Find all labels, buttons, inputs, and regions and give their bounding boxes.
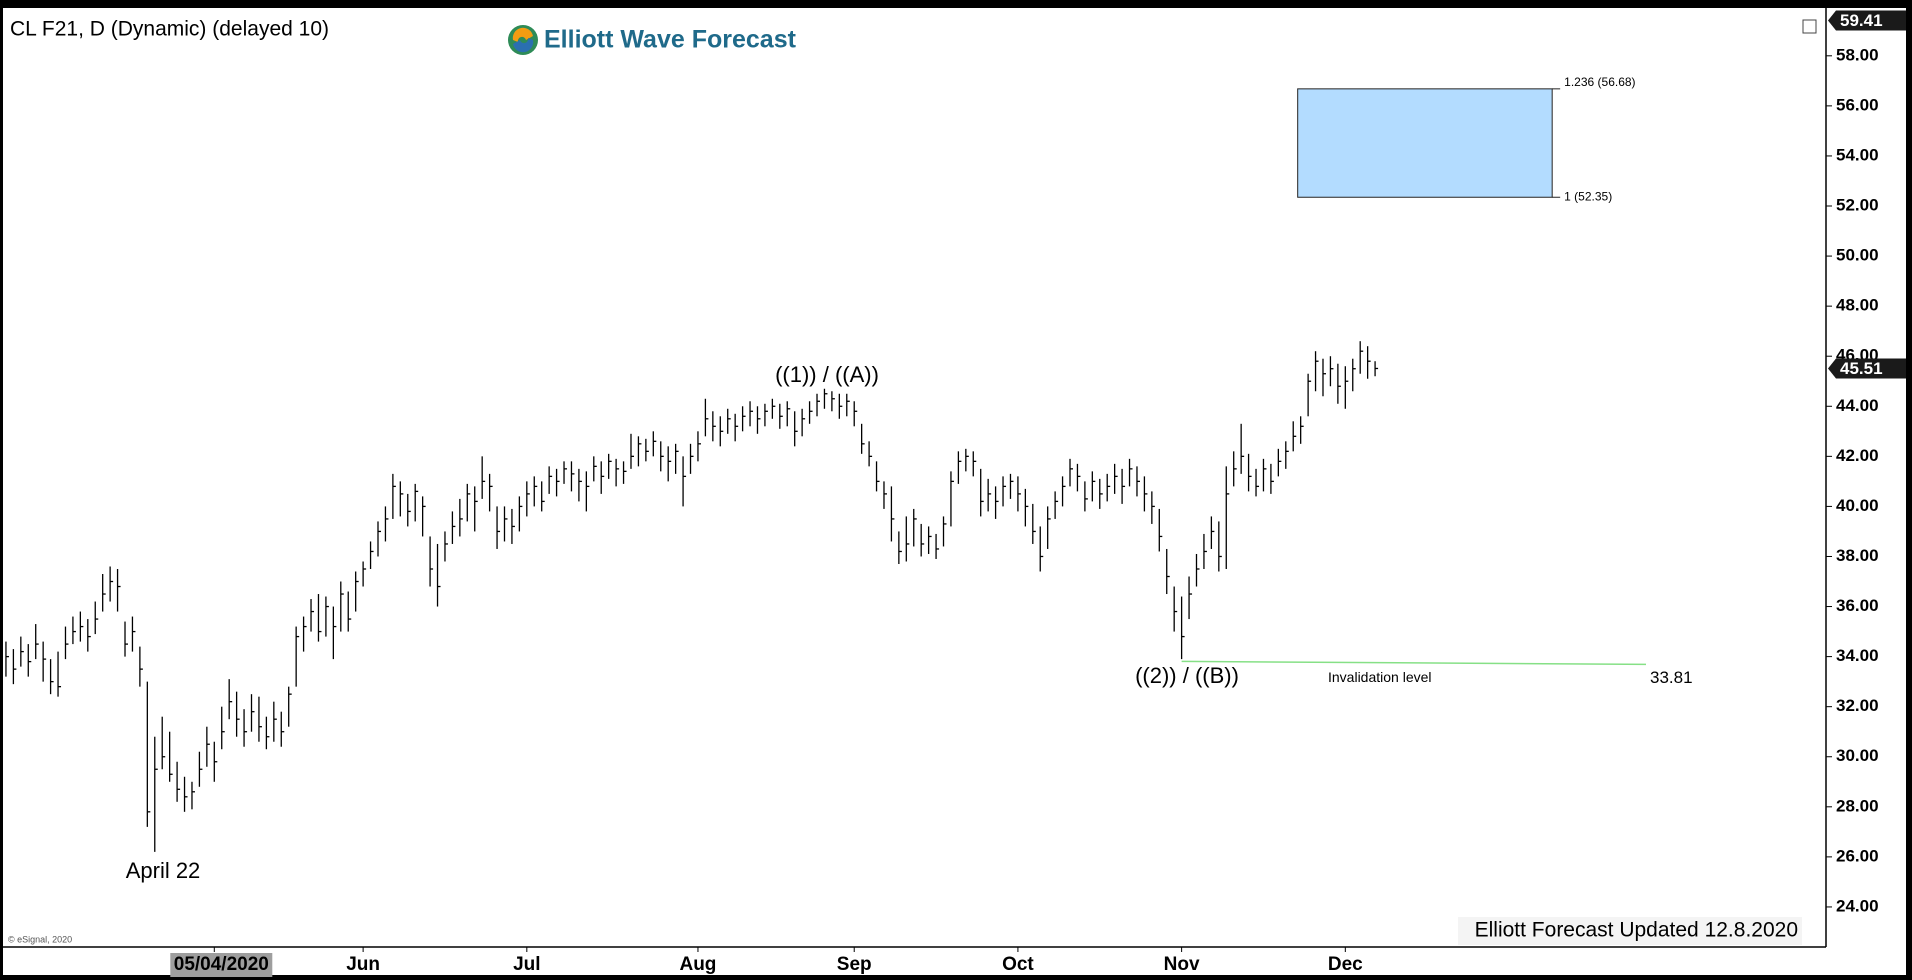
wave-label: ((1)) / ((A)) [775,362,879,387]
wave-label: April 22 [126,858,201,883]
y-tick-label: 28.00 [1836,796,1879,815]
y-tick-label: 36.00 [1836,596,1879,615]
logo-swirl [512,27,533,42]
last-price-tag-label: 45.51 [1840,359,1883,378]
y-tick-label: 54.00 [1836,145,1879,164]
zone-label: 1.236 (56.68) [1564,75,1635,89]
wave-label: ((2)) / ((B)) [1135,663,1239,688]
invalidation-line [1181,660,1647,666]
y-tick-label: 38.00 [1836,546,1879,565]
y-tick-label: 26.00 [1836,846,1879,865]
x-tick-label: Nov [1164,954,1200,975]
x-tick-label: Sep [837,954,872,975]
top-price-tag [1828,10,1906,31]
date-highlight [170,953,273,977]
y-tick-label: 34.00 [1836,646,1879,665]
top-price-tag-label: 59.41 [1840,11,1883,30]
y-tick-label: 52.00 [1836,195,1879,214]
invalidation-value: 33.81 [1650,668,1693,687]
last-price-tag [1828,358,1906,379]
y-tick-label: 44.00 [1836,396,1879,415]
target-zone [1297,88,1553,198]
y-tick-label: 42.00 [1836,446,1879,465]
zone-label: 1 (52.35) [1564,189,1612,203]
window-icon [1802,19,1817,34]
y-tick-label: 48.00 [1836,296,1879,315]
y-tick-label: 56.00 [1836,95,1879,114]
y-tick-label: 58.00 [1836,45,1879,64]
brand-name: Elliott Wave Forecast [544,26,797,54]
logo-swirl [513,38,534,53]
x-tick-label: Aug [679,954,716,975]
canvas [3,8,1906,975]
footer-box [1458,917,1802,945]
y-tick-label: 50.00 [1836,246,1879,265]
x-tick-label: Jun [346,954,380,975]
copyright: © eSignal, 2020 [8,934,72,944]
x-tick-label: 05/04/2020 [174,954,269,975]
y-tick-label: 24.00 [1836,896,1879,915]
x-tick-label: Jul [513,954,540,975]
footer: Elliott Forecast Updated 12.8.2020 [1475,919,1798,942]
y-tick-label: 40.00 [1836,496,1879,515]
invalidation-label: Invalidation level [1328,669,1432,685]
logo: Elliott Wave Forecast [508,25,797,55]
chart-title: CL F21, D (Dynamic) (delayed 10) [10,18,329,41]
y-tick-label: 30.00 [1836,746,1879,765]
x-tick-label: Dec [1328,954,1363,975]
x-tick-label: Oct [1002,954,1034,975]
y-tick-label: 32.00 [1836,696,1879,715]
